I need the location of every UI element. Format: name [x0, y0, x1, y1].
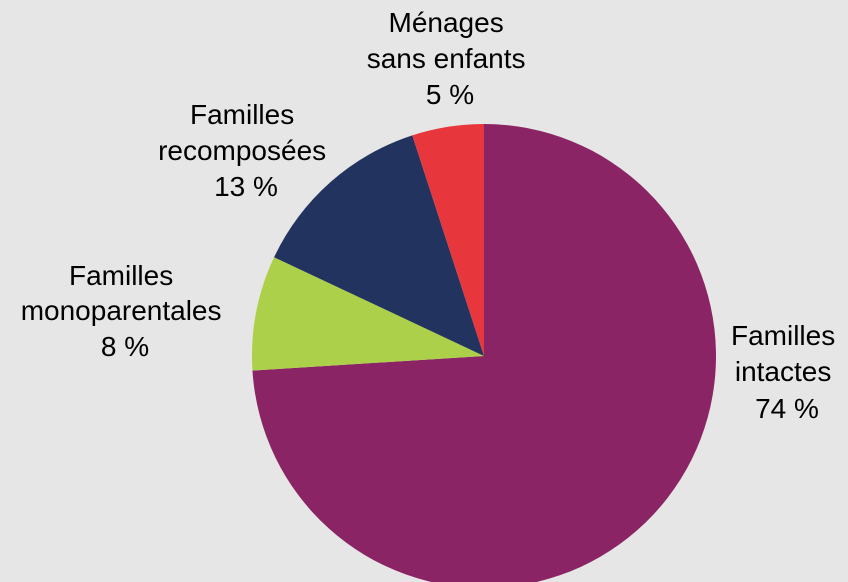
- pie-slice-familles-intactes: [252, 124, 716, 582]
- pie-slice-menages-sans-enfants: [412, 124, 484, 356]
- pie-slices: [252, 124, 716, 582]
- slice-label-menages-sans-enfants: Ménages sans enfants 5 %: [367, 7, 534, 110]
- pie-slice-familles-monoparentales: [252, 257, 484, 371]
- slice-label-familles-intactes: Familles intactes 74 %: [731, 320, 843, 424]
- slice-label-familles-monoparentales: Familles monoparentales 8 %: [21, 260, 230, 362]
- slice-label-familles-recomposees: Familles recomposées 13 %: [158, 99, 334, 202]
- pie-slice-familles-recomposees: [274, 135, 484, 356]
